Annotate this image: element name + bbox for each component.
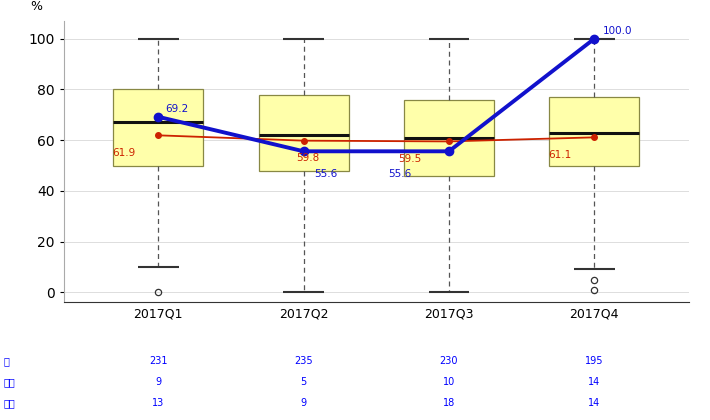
Text: 59.8: 59.8 [296, 153, 320, 163]
Text: 分率: 分率 [4, 377, 16, 387]
Y-axis label: %: % [30, 0, 42, 13]
Text: 10: 10 [443, 377, 455, 387]
Bar [550, 97, 639, 165]
Text: 69.2: 69.2 [165, 104, 189, 114]
Text: 59.5: 59.5 [398, 154, 421, 164]
Text: 61.1: 61.1 [547, 150, 571, 160]
Text: 5: 5 [300, 377, 307, 387]
Bar [258, 94, 349, 171]
Text: 14: 14 [588, 398, 601, 408]
Text: 14: 14 [588, 377, 601, 387]
Text: 100.0: 100.0 [603, 26, 633, 36]
Text: 9: 9 [300, 398, 307, 408]
Text: 230: 230 [439, 356, 458, 366]
Text: 55.6: 55.6 [388, 169, 411, 179]
Bar [404, 100, 494, 176]
Text: 231: 231 [149, 356, 168, 366]
Text: 人: 人 [4, 356, 9, 366]
Bar [114, 89, 203, 165]
Text: 13: 13 [152, 398, 165, 408]
Text: 18: 18 [443, 398, 455, 408]
Text: 9: 9 [155, 377, 161, 387]
Legend: 中央値, 平均値, 外れ値: 中央値, 平均値, 外れ値 [284, 415, 469, 420]
Text: 分母: 分母 [4, 398, 16, 408]
Text: 195: 195 [585, 356, 604, 366]
Text: 235: 235 [295, 356, 313, 366]
Text: 61.9: 61.9 [112, 148, 135, 158]
Text: 55.6: 55.6 [314, 169, 337, 179]
